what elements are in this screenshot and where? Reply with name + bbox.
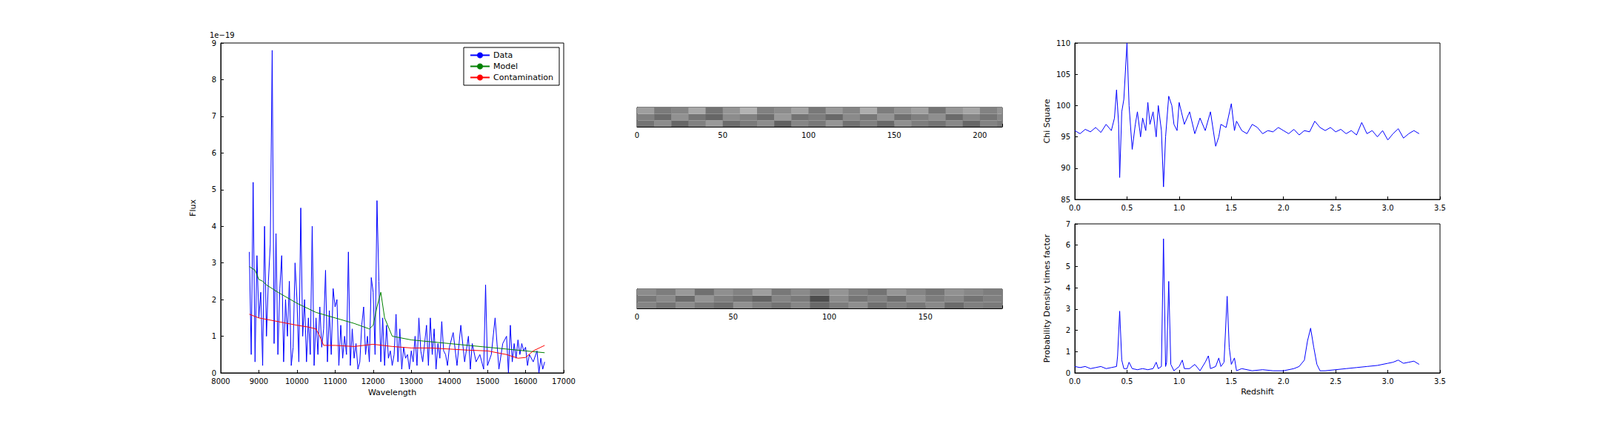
svg-text:85: 85: [1060, 195, 1071, 204]
svg-text:0.0: 0.0: [1068, 377, 1081, 386]
svg-text:0.0: 0.0: [1068, 203, 1081, 212]
svg-text:110: 110: [1056, 39, 1071, 48]
svg-text:0: 0: [634, 312, 640, 321]
svg-text:95: 95: [1060, 132, 1071, 141]
svg-text:1.0: 1.0: [1173, 203, 1186, 212]
svg-text:4: 4: [1065, 283, 1071, 292]
svg-text:1e−19: 1e−19: [209, 31, 235, 40]
svg-text:10000: 10000: [285, 377, 309, 386]
svg-text:3: 3: [211, 258, 217, 267]
svg-text:3.0: 3.0: [1382, 203, 1395, 212]
svg-text:14000: 14000: [437, 377, 462, 386]
svg-text:0: 0: [1065, 368, 1071, 378]
svg-text:200: 200: [972, 131, 987, 140]
svg-text:12000: 12000: [361, 377, 386, 386]
svg-text:3: 3: [1065, 304, 1071, 313]
svg-text:6: 6: [211, 148, 217, 158]
svg-text:Flux: Flux: [188, 199, 198, 217]
svg-text:1: 1: [211, 331, 217, 340]
svg-text:1.0: 1.0: [1173, 377, 1186, 386]
svg-text:2: 2: [1065, 325, 1071, 335]
svg-text:150: 150: [918, 312, 933, 321]
svg-text:17000: 17000: [551, 377, 576, 386]
svg-text:9: 9: [211, 39, 217, 48]
svg-text:1: 1: [1065, 347, 1071, 356]
svg-text:0.5: 0.5: [1120, 203, 1133, 212]
svg-text:90: 90: [1060, 163, 1071, 172]
svg-text:2: 2: [211, 295, 217, 304]
svg-text:16000: 16000: [514, 377, 538, 386]
svg-text:3.0: 3.0: [1382, 377, 1395, 386]
svg-text:Data: Data: [493, 50, 513, 60]
svg-text:Chi Square: Chi Square: [1042, 98, 1052, 143]
svg-text:5: 5: [1065, 262, 1071, 271]
svg-text:2.5: 2.5: [1329, 203, 1342, 212]
svg-text:3.5: 3.5: [1434, 203, 1446, 212]
svg-text:2.5: 2.5: [1329, 377, 1342, 386]
svg-text:Redshift: Redshift: [1240, 386, 1275, 397]
svg-text:8: 8: [211, 75, 217, 84]
svg-text:100: 100: [822, 312, 837, 321]
svg-text:5: 5: [211, 185, 217, 194]
svg-text:1.5: 1.5: [1225, 377, 1238, 386]
svg-text:7: 7: [211, 111, 217, 120]
svg-text:100: 100: [801, 131, 816, 140]
svg-text:Contamination: Contamination: [493, 72, 554, 83]
svg-text:50: 50: [728, 312, 738, 321]
svg-text:Model: Model: [493, 61, 518, 72]
svg-text:100: 100: [1056, 101, 1071, 110]
svg-text:7: 7: [1065, 220, 1071, 229]
svg-text:1.5: 1.5: [1225, 203, 1238, 212]
svg-text:105: 105: [1056, 70, 1071, 79]
svg-text:Wavelength: Wavelength: [368, 387, 417, 398]
svg-text:150: 150: [887, 131, 902, 140]
svg-text:3.5: 3.5: [1434, 377, 1446, 386]
svg-text:2.0: 2.0: [1277, 203, 1290, 212]
svg-text:0.5: 0.5: [1120, 377, 1133, 386]
svg-text:15000: 15000: [475, 377, 500, 386]
svg-text:Probability Density times fact: Probability Density times factor: [1042, 233, 1052, 363]
svg-text:8000: 8000: [211, 377, 230, 386]
svg-text:50: 50: [717, 131, 728, 140]
svg-text:6: 6: [1065, 240, 1071, 249]
svg-text:9000: 9000: [249, 377, 269, 386]
svg-text:4: 4: [211, 222, 217, 231]
svg-text:11000: 11000: [322, 377, 347, 386]
svg-text:13000: 13000: [399, 377, 423, 386]
svg-text:2.0: 2.0: [1277, 377, 1290, 386]
svg-text:0: 0: [634, 131, 640, 140]
svg-text:0: 0: [211, 368, 217, 378]
